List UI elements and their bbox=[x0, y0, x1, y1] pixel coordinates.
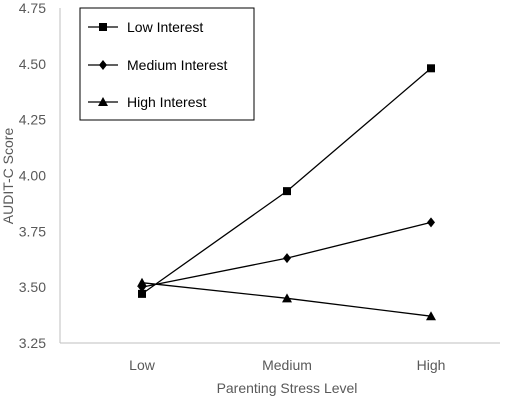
data-point bbox=[138, 289, 146, 298]
y-axis-ticks: 3.25 3.50 3.75 4.00 4.25 4.50 4.75 bbox=[19, 0, 46, 351]
data-point bbox=[137, 277, 147, 287]
legend-label: Low Interest bbox=[127, 19, 203, 35]
y-axis-title: AUDIT-C Score bbox=[0, 128, 16, 225]
y-tick-label: 4.00 bbox=[19, 168, 46, 184]
y-tick-label: 4.50 bbox=[19, 56, 46, 72]
legend-label: High Interest bbox=[127, 94, 206, 110]
axes bbox=[59, 8, 500, 344]
series-triangle bbox=[137, 277, 436, 321]
x-tick-label: High bbox=[417, 357, 446, 373]
y-tick-label: 4.25 bbox=[19, 112, 46, 128]
legend-marker bbox=[98, 97, 108, 106]
data-point bbox=[427, 217, 435, 228]
data-point bbox=[426, 311, 436, 321]
legend: Low Interest Medium Interest High Interest bbox=[79, 7, 255, 121]
data-point bbox=[282, 293, 292, 303]
legend-item: Medium Interest bbox=[88, 57, 227, 73]
legend-marker bbox=[99, 60, 107, 70]
legend-label: Medium Interest bbox=[127, 57, 227, 73]
series-square bbox=[138, 64, 435, 298]
x-tick-label: Low bbox=[129, 357, 156, 373]
data-point bbox=[283, 187, 291, 196]
y-tick-label: 3.25 bbox=[19, 335, 46, 351]
data-point bbox=[283, 253, 291, 264]
legend-item: Low Interest bbox=[88, 19, 203, 35]
series-diamond bbox=[138, 217, 435, 293]
series-group bbox=[137, 64, 436, 321]
y-tick-label: 4.75 bbox=[19, 0, 46, 16]
x-tick-label: Medium bbox=[262, 357, 312, 373]
y-tick-label: 3.75 bbox=[19, 223, 46, 239]
legend-item: High Interest bbox=[88, 94, 206, 110]
legend-marker bbox=[99, 23, 107, 31]
y-tick-label: 3.50 bbox=[19, 279, 46, 295]
x-axis-title: Parenting Stress Level bbox=[217, 380, 358, 396]
legend-box bbox=[79, 7, 255, 121]
x-axis-ticks: Low Medium High bbox=[129, 357, 445, 373]
data-point bbox=[427, 64, 435, 73]
